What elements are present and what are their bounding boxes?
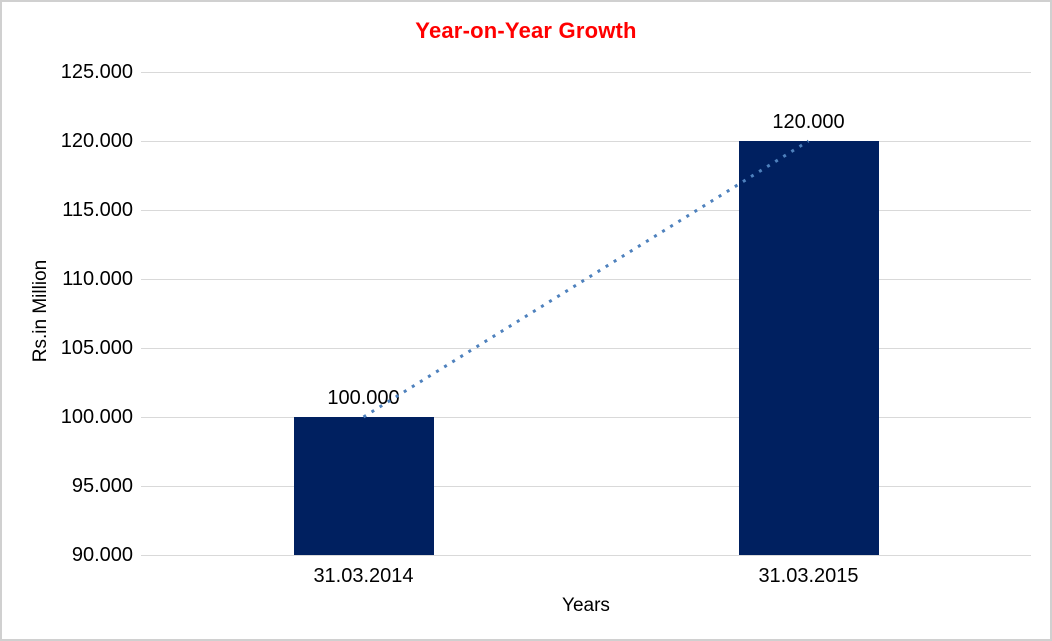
chart-title: Year-on-Year Growth <box>415 18 637 43</box>
bar-value-label: 100.000 <box>327 387 400 409</box>
bar-value-label: 120.000 <box>772 111 845 133</box>
y-tick-label: 115.000 <box>62 199 133 221</box>
y-tick-label: 120.000 <box>60 130 133 152</box>
y-tick-label: 90.000 <box>71 544 133 566</box>
x-tick-label: 31.03.2014 <box>313 565 414 587</box>
trendline <box>362 139 810 419</box>
bar <box>738 141 879 555</box>
gridline <box>141 140 1031 142</box>
gridline <box>141 347 1031 349</box>
y-tick-label: 105.000 <box>60 337 133 359</box>
plot-area: 100.000 120.000 <box>141 71 1031 556</box>
bar <box>293 417 434 555</box>
gridline <box>141 71 1031 73</box>
y-tick-label: 125.000 <box>60 61 133 83</box>
x-axis-title: Years <box>562 595 610 616</box>
x-tick-label: 31.03.2015 <box>758 565 859 587</box>
gridline <box>141 416 1031 418</box>
gridline <box>141 209 1031 211</box>
y-tick-label: 100.000 <box>60 406 133 428</box>
y-tick-label: 95.000 <box>71 475 133 497</box>
gridline <box>141 485 1031 487</box>
gridline <box>141 278 1031 280</box>
y-tick-label: 110.000 <box>62 268 133 290</box>
gridline <box>141 554 1031 556</box>
